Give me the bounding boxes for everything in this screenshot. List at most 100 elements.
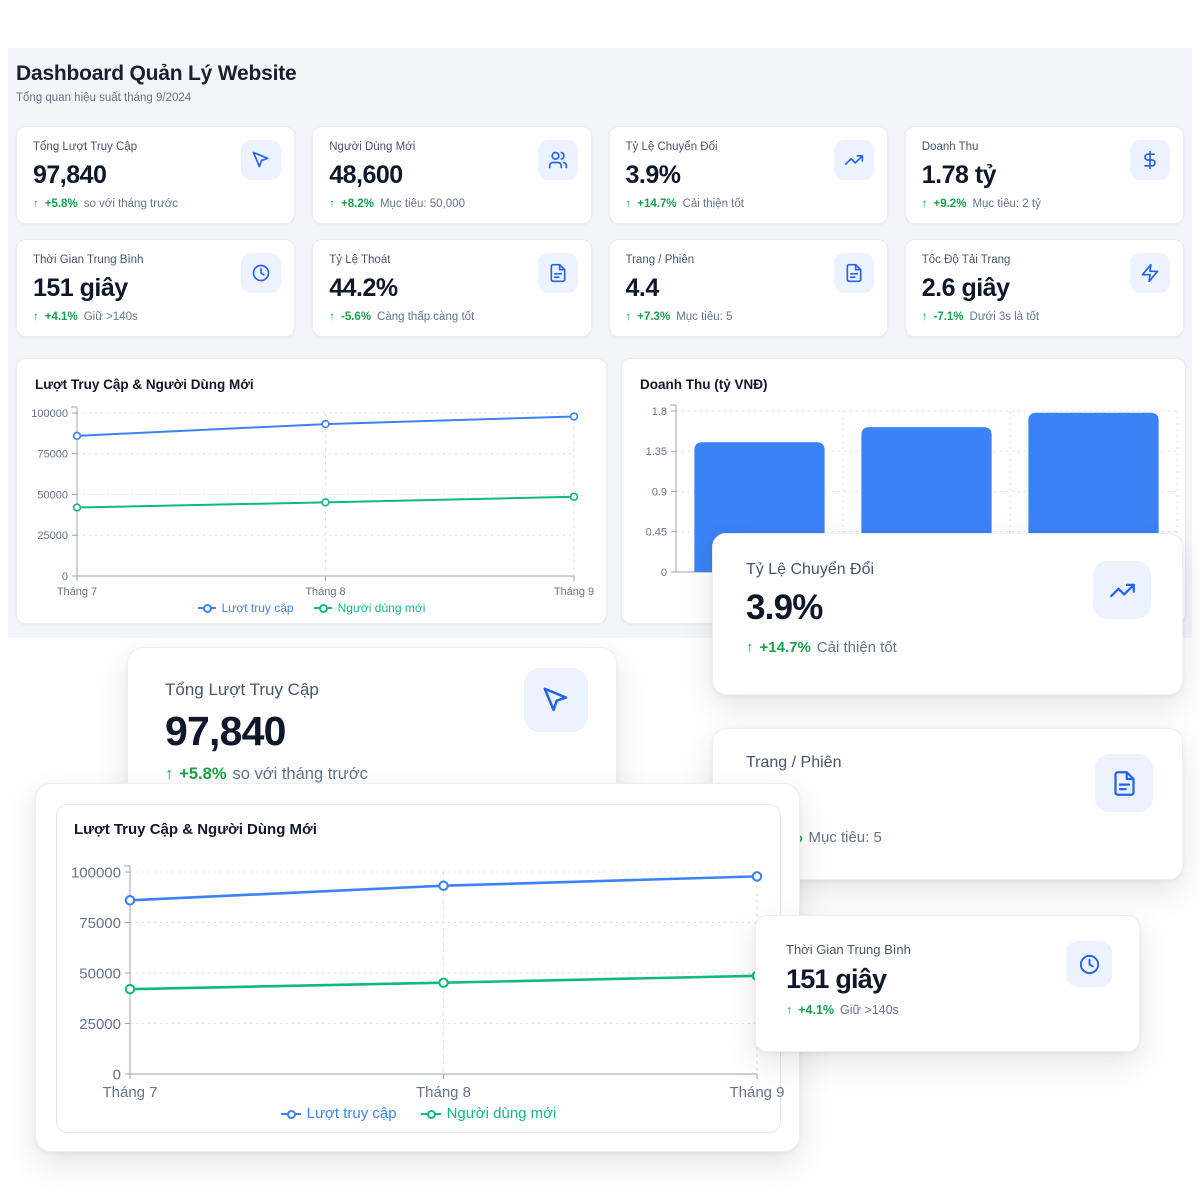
arrow-up-icon: ↑: [625, 198, 632, 210]
kpi-card-pages-per-session[interactable]: Trang / Phiên 4.4 ↑ +7.3% Mục tiêu: 5: [608, 239, 888, 337]
kpi-card-revenue[interactable]: Doanh Thu 1.78 tỷ ↑ +9.2% Mục tiêu: 2 tỷ: [904, 126, 1184, 224]
arrow-up-icon: ↑: [746, 639, 754, 656]
kpi-card-total-visits[interactable]: Tổng Lượt Truy Cập 97,840 ↑ +5.8% so với t…: [16, 126, 296, 224]
kpi-note: Mục tiêu: 50,000: [379, 198, 465, 210]
chart-legend: Lượt truy cập Người dùng mới: [57, 1105, 780, 1122]
kpi-label: Tỷ Lệ Chuyển Đổi: [746, 561, 875, 578]
kpi-card-avg-time[interactable]: Thời Gian Trung Bình 151 giây ↑ +4.1% Giữ …: [16, 239, 296, 337]
kpi-value: 1.78 tỷ: [921, 161, 997, 189]
kpi-change: +5.8%: [179, 765, 227, 783]
trending-up-icon: [1093, 561, 1151, 619]
legend-item-visits: Lượt truy cập: [197, 601, 294, 615]
kpi-value: 97,840: [165, 708, 286, 754]
kpi-card-bounce-rate[interactable]: Tỷ Lệ Thoát 44.2% ↑ -5.6% Càng thấp càng t…: [312, 239, 592, 337]
legend-line-marker: [420, 1109, 441, 1119]
svg-text:50000: 50000: [79, 965, 121, 982]
arrow-up-icon: ↑: [33, 198, 39, 210]
line-chart-card: Lượt Truy Cập & Người Dùng Mới 0 25000 500…: [16, 358, 607, 624]
kpi-card-page-speed[interactable]: Tốc Độ Tải Trang 2.6 giây ↑ -7.1% Dưới 3s …: [904, 239, 1184, 337]
kpi-note: Giữ >140s: [840, 1003, 899, 1017]
legend-line-marker: [313, 603, 332, 613]
svg-text:75000: 75000: [79, 915, 121, 932]
kpi-note: Mục tiêu: 5: [676, 311, 733, 323]
visits-users-line-chart-large: 0 25000 50000 75000 100000 Tháng 7 Tháng 8 Thán…: [71, 864, 785, 1101]
kpi-change: +8.2%: [341, 198, 374, 210]
kpi-change: -7.1%: [933, 311, 964, 323]
kpi-label: Tổng Lượt Truy Cập: [165, 680, 319, 699]
svg-text:1.8: 1.8: [652, 406, 667, 418]
cursor-icon: [524, 668, 588, 732]
chart-title: Lượt Truy Cập & Người Dùng Mới: [74, 821, 317, 838]
legend-item-new-users: Người dùng mới: [313, 601, 426, 615]
document-icon: [1095, 754, 1153, 812]
kpi-change: +7.3%: [637, 311, 671, 323]
svg-text:Tháng 8: Tháng 8: [305, 586, 345, 598]
kpi-note: Giữ >140s: [83, 311, 138, 323]
kpi-change: -5.6%: [341, 311, 372, 323]
kpi-grid: Tổng Lượt Truy Cập 97,840 ↑ +5.8% so với t…: [16, 126, 1184, 337]
kpi-label: Doanh Thu: [921, 141, 979, 153]
clock-icon: [241, 253, 282, 293]
kpi-card-conversion-rate[interactable]: Tỷ Lệ Chuyển Đổi 3.9% ↑ +14.7% Cải thiện t…: [608, 126, 888, 224]
kpi-label: Tổng Lượt Truy Cập: [33, 141, 138, 153]
kpi-value: 4.4: [625, 274, 660, 302]
legend-label: Người dùng mới: [446, 1105, 557, 1122]
kpi-label: Trang / Phiên: [746, 754, 842, 771]
kpi-value: 3.9%: [746, 588, 823, 627]
kpi-note: Càng thấp càng tốt: [377, 311, 475, 323]
kpi-note: Mục tiêu: 5: [808, 829, 882, 846]
kpi-change: +9.2%: [933, 198, 967, 210]
svg-text:Tháng 8: Tháng 8: [416, 1084, 471, 1101]
svg-text:100000: 100000: [71, 864, 121, 881]
legend-line-marker: [197, 603, 216, 613]
floating-card-conversion-rate[interactable]: Tỷ Lệ Chuyển Đổi 3.9% ↑ +14.7% Cải thiện t…: [712, 533, 1183, 695]
kpi-label: Tỷ Lệ Thoát: [329, 254, 391, 266]
kpi-value: 48,600: [329, 161, 403, 189]
page-subtitle: Tổng quan hiệu suất tháng 9/2024: [16, 92, 192, 104]
svg-text:Tháng 7: Tháng 7: [102, 1084, 157, 1101]
legend-item-new-users: Người dùng mới: [420, 1105, 557, 1122]
arrow-up-icon: ↑: [165, 765, 174, 783]
svg-text:Tháng 9: Tháng 9: [729, 1084, 784, 1101]
kpi-label: Trang / Phiên: [625, 254, 695, 266]
kpi-value: 2.6 giây: [921, 274, 1010, 302]
kpi-note: Cải thiện tốt: [682, 198, 744, 210]
legend-label: Người dùng mới: [337, 601, 426, 615]
trending-up-icon: [833, 140, 874, 180]
kpi-change: +14.7%: [759, 639, 811, 656]
chart-legend: Lượt truy cập Người dùng mới: [17, 601, 606, 615]
arrow-up-icon: ↑: [786, 1003, 793, 1017]
svg-text:0.9: 0.9: [652, 486, 667, 498]
arrow-up-icon: ↑: [921, 311, 928, 323]
visits-users-line-chart: 0 25000 50000 75000 100000 Tháng 7 Tháng 8 Thán…: [31, 406, 594, 598]
svg-text:50000: 50000: [37, 489, 68, 501]
legend-line-marker: [280, 1109, 301, 1119]
svg-text:Tháng 9: Tháng 9: [554, 586, 594, 598]
kpi-value: 151 giây: [33, 274, 128, 302]
chart-panel: Lượt Truy Cập & Người Dùng Mới 0 25000 500…: [56, 804, 785, 1133]
svg-text:0: 0: [113, 1066, 121, 1083]
kpi-label: Tốc Độ Tải Trang: [921, 254, 1011, 266]
arrow-up-icon: ↑: [329, 198, 335, 210]
lightning-icon: [1130, 253, 1170, 293]
cursor-icon: [241, 140, 282, 180]
kpi-note: Mục tiêu: 2 tỷ: [972, 198, 1041, 210]
legend-label: Lượt truy cập: [221, 601, 294, 615]
floating-card-avg-time[interactable]: Thời Gian Trung Bình 151 giây ↑ +4.1% Giữ …: [755, 915, 1140, 1052]
svg-text:0: 0: [62, 571, 68, 583]
document-icon: [537, 253, 578, 293]
document-icon: [833, 253, 874, 293]
kpi-card-new-users[interactable]: Người Dùng Mới 48,600 ↑ +8.2% Mục tiêu: 50…: [312, 126, 592, 224]
floating-line-chart-card: Lượt Truy Cập & Người Dùng Mới 0 25000 500…: [35, 783, 800, 1152]
legend-label: Lượt truy cập: [306, 1105, 397, 1122]
kpi-note: so với tháng trước: [83, 198, 179, 210]
kpi-label: Thời Gian Trung Bình: [786, 942, 911, 957]
svg-text:75000: 75000: [37, 449, 68, 461]
svg-text:25000: 25000: [37, 530, 68, 542]
svg-text:100000: 100000: [31, 408, 68, 420]
kpi-value: 3.9%: [625, 161, 681, 189]
svg-text:Tháng 7: Tháng 7: [57, 586, 97, 598]
kpi-change: +4.1%: [44, 311, 78, 323]
arrow-up-icon: ↑: [625, 311, 632, 323]
kpi-note: Dưới 3s là tốt: [969, 311, 1040, 323]
